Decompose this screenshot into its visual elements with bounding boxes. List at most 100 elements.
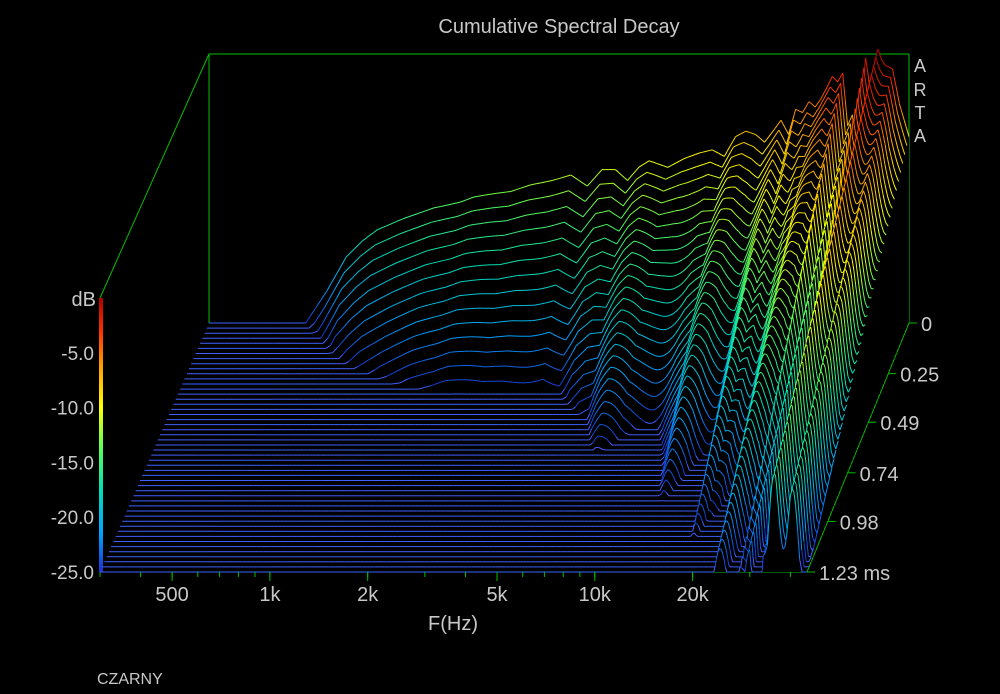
slice-segment — [736, 164, 740, 166]
slice-segment — [383, 265, 390, 270]
slice-segment — [521, 244, 528, 246]
slice-segment — [596, 344, 600, 347]
slice-segment — [612, 227, 617, 230]
slice-segment — [805, 149, 809, 154]
slice-segment — [675, 160, 681, 164]
slice-segment — [495, 206, 501, 208]
slice-segment — [554, 223, 560, 226]
slice-segment — [584, 196, 590, 202]
slice-segment — [734, 164, 738, 167]
slice-segment — [652, 236, 656, 240]
slice-segment — [656, 162, 659, 165]
slice-segment — [464, 211, 469, 215]
slice-segment — [587, 242, 592, 249]
slice-segment — [792, 144, 795, 147]
slice-segment — [793, 241, 795, 243]
slice-segment — [808, 155, 812, 159]
slice-segment — [809, 148, 812, 152]
slice-segment — [878, 66, 881, 70]
slice-segment — [605, 210, 610, 212]
slice-segment — [658, 188, 662, 191]
slice-segment — [735, 200, 739, 204]
slice-segment — [823, 101, 826, 105]
slice-segment — [788, 186, 792, 190]
slice-segment — [453, 282, 458, 285]
slice-segment — [625, 245, 630, 249]
slice-segment — [835, 103, 839, 116]
slice-segment — [654, 224, 658, 228]
slice-segment — [804, 162, 807, 166]
slice-segment — [893, 111, 896, 122]
slice-segment — [608, 389, 612, 392]
slice-segment — [612, 271, 617, 278]
slice-segment — [591, 241, 595, 244]
slice-segment — [389, 262, 397, 267]
slice-segment — [506, 247, 513, 250]
slice-segment — [595, 212, 599, 214]
slice-segment — [648, 260, 652, 263]
slice-segment — [368, 286, 376, 292]
slice-segment — [852, 118, 855, 126]
slice-segment — [874, 114, 877, 116]
slice-segment — [711, 187, 715, 189]
slice-segment — [804, 152, 807, 157]
slice-segment — [874, 87, 877, 91]
slice-segment — [414, 278, 424, 283]
slice-segment — [361, 332, 369, 337]
slice-segment — [715, 164, 720, 167]
slice-segment — [530, 183, 537, 186]
slice-segment — [486, 207, 492, 210]
slice-segment — [823, 151, 826, 155]
slice-segment — [776, 122, 780, 126]
slice-segment — [895, 158, 899, 167]
slice-segment — [825, 140, 829, 144]
slice-segment — [702, 221, 706, 224]
slice-segment — [691, 215, 696, 219]
slice-segment — [687, 180, 692, 184]
slice-segment — [684, 219, 689, 223]
slice-segment — [623, 247, 627, 251]
slice-segment — [594, 173, 599, 179]
slice-segment — [797, 109, 800, 112]
slice-segment — [764, 147, 768, 152]
slice-segment — [879, 54, 882, 58]
slice-segment — [873, 278, 876, 281]
slice-segment — [310, 306, 318, 316]
slice-segment — [726, 176, 730, 179]
slice-segment — [385, 291, 392, 297]
slice-segment — [549, 194, 555, 197]
slice-segment — [803, 106, 807, 111]
slice-segment — [726, 345, 729, 348]
slice-segment — [816, 113, 819, 118]
slice-segment — [384, 332, 394, 338]
slice-segment — [841, 131, 844, 145]
slice-segment — [849, 128, 852, 142]
slice-segment — [737, 175, 741, 179]
slice-segment — [831, 88, 834, 91]
slice-segment — [826, 132, 829, 136]
slice-segment — [468, 293, 474, 296]
slice-segment — [524, 229, 530, 231]
slice-segment — [660, 189, 664, 192]
slice-segment — [459, 267, 464, 270]
slice-segment — [682, 232, 687, 236]
slice-segment — [585, 359, 589, 362]
slice-segment — [721, 154, 725, 157]
slice-segment — [695, 333, 698, 336]
slice-segment — [504, 261, 511, 264]
slice-segment — [604, 237, 608, 240]
slice-segment — [536, 257, 542, 260]
slice-segment — [888, 166, 893, 178]
slice-segment — [797, 243, 799, 245]
slice-segment — [829, 78, 832, 83]
slice-segment — [888, 66, 892, 69]
slice-segment — [824, 99, 828, 103]
slice-segment — [815, 116, 818, 120]
slice-segment — [619, 242, 624, 248]
slice-segment — [779, 168, 783, 175]
slice-segment — [867, 72, 870, 81]
slice-segment — [338, 353, 344, 359]
slice-segment — [577, 268, 583, 274]
slice-segment — [820, 113, 823, 117]
slice-segment — [367, 247, 372, 252]
